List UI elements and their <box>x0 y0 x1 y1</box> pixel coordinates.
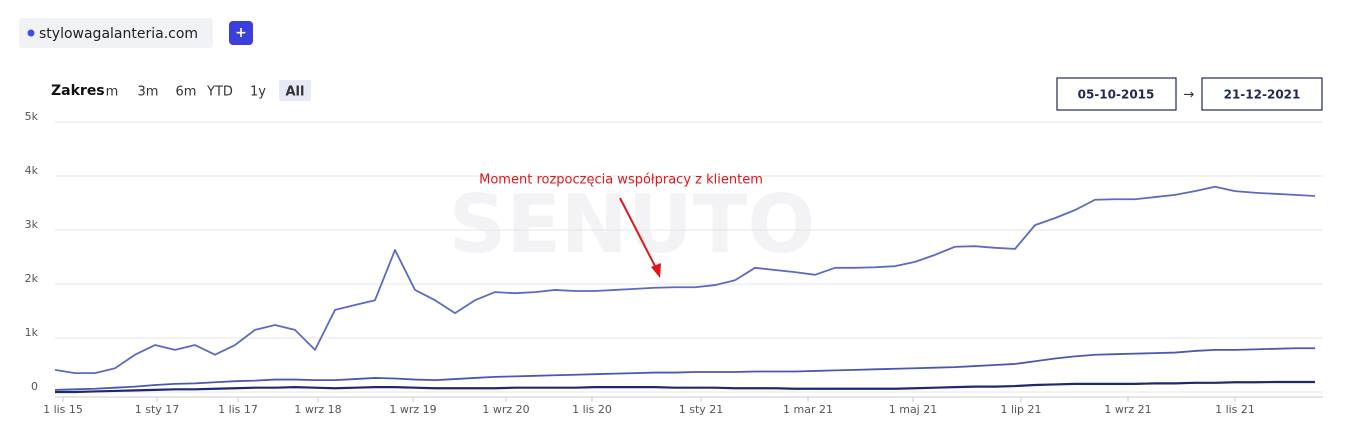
y-tick-label: 2k <box>25 272 39 285</box>
date-from-box[interactable] <box>1056 77 1177 111</box>
range-option[interactable]: 6m <box>176 85 197 100</box>
x-tick-label: 1 lis 21 <box>1215 403 1255 416</box>
date-to: 21-12-2021 <box>1224 88 1301 102</box>
add-button[interactable] <box>229 21 253 45</box>
range-active-bg <box>279 80 311 101</box>
y-tick-label: 5k <box>25 110 39 123</box>
date-to-box[interactable] <box>1201 77 1323 111</box>
annotation-arrow-head <box>651 263 661 278</box>
x-tick-label: 1 lis 17 <box>218 403 258 416</box>
annotation-arrow <box>619 197 658 271</box>
x-tick-label: 1 lis 15 <box>43 403 83 416</box>
series-line <box>54 185 1316 374</box>
date-arrow: → <box>1184 88 1195 103</box>
x-tick-label: 1 wrz 18 <box>294 403 341 416</box>
x-tick-label: 1 wrz 19 <box>389 403 436 416</box>
annotation: Moment rozpoczęcia współpracy z klientem <box>479 173 763 188</box>
range-option[interactable]: 3m <box>138 85 159 100</box>
y-tick-label: 3k <box>25 218 39 231</box>
range-option[interactable]: All <box>286 85 305 100</box>
series-line <box>55 380 1315 394</box>
x-tick-label: 1 sty 21 <box>679 403 724 416</box>
range-option[interactable]: 1y <box>250 85 266 100</box>
domain-chip[interactable] <box>19 18 213 48</box>
domain-label: stylowagalanteria.com <box>39 26 198 42</box>
x-tick-label: 1 mar 21 <box>783 403 833 416</box>
range-option[interactable]: YTD <box>206 85 233 100</box>
x-tick-label: 1 sty 17 <box>135 403 180 416</box>
range-options: m 3m 6m YTD 1y All <box>106 80 311 101</box>
y-tick-label: 4k <box>25 164 39 177</box>
date-from: 05-10-2015 <box>1078 88 1155 102</box>
watermark: SENUTO <box>449 178 816 271</box>
add-button-label: + <box>235 25 247 41</box>
range-label: Zakres <box>51 83 105 99</box>
x-tick-label: 1 wrz 20 <box>482 403 529 416</box>
x-tick-label: 1 maj 21 <box>889 403 938 416</box>
y-tick-label: 1k <box>25 326 39 339</box>
x-tick-label: 1 wrz 21 <box>1104 403 1151 416</box>
x-tick-label: 1 lip 21 <box>1000 403 1041 416</box>
plot-area: 0 1k 2k 3k 4k 5k 1 lis 15 1 sty 17 1 lis 17 1 wrz… <box>25 110 1323 416</box>
x-tick-label: 1 lis 20 <box>572 403 612 416</box>
series-line <box>54 347 1315 391</box>
domain-dot <box>27 29 35 37</box>
y-tick-label: 0 <box>31 380 38 393</box>
range-option[interactable]: m <box>106 85 119 100</box>
